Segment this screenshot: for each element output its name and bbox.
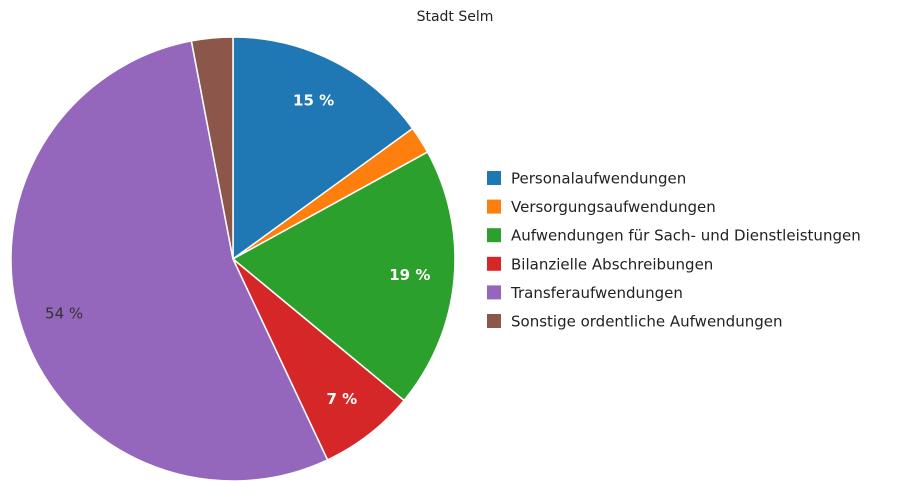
legend-label: Transferaufwendungen: [510, 284, 683, 302]
chart-title: Stadt Selm: [417, 9, 494, 25]
legend-swatch: [487, 314, 501, 328]
legend-swatch: [487, 228, 501, 243]
legend-label: Sonstige ordentliche Aufwendungen: [511, 313, 782, 331]
legend-swatch: [487, 199, 501, 214]
legend-label: Aufwendungen für Sach- und Dienstleistun…: [511, 227, 861, 245]
pie-slice: [231, 151, 456, 402]
data-label: 15 %: [293, 91, 334, 109]
legend-swatch: [487, 171, 501, 185]
pie-slice: [190, 36, 234, 260]
data-label: 19 %: [389, 266, 430, 284]
pie-slice: [232, 36, 414, 261]
legend-label: Bilanzielle Abschreibungen: [511, 255, 713, 273]
legend-swatch: [487, 256, 501, 271]
legend-swatch: [487, 285, 501, 300]
legend-label: Personalaufwendungen: [511, 170, 686, 188]
data-label: 7 %: [327, 390, 358, 408]
legend-label: Versorgungsaufwendungen: [511, 198, 716, 216]
data-label: 54 %: [45, 304, 83, 322]
